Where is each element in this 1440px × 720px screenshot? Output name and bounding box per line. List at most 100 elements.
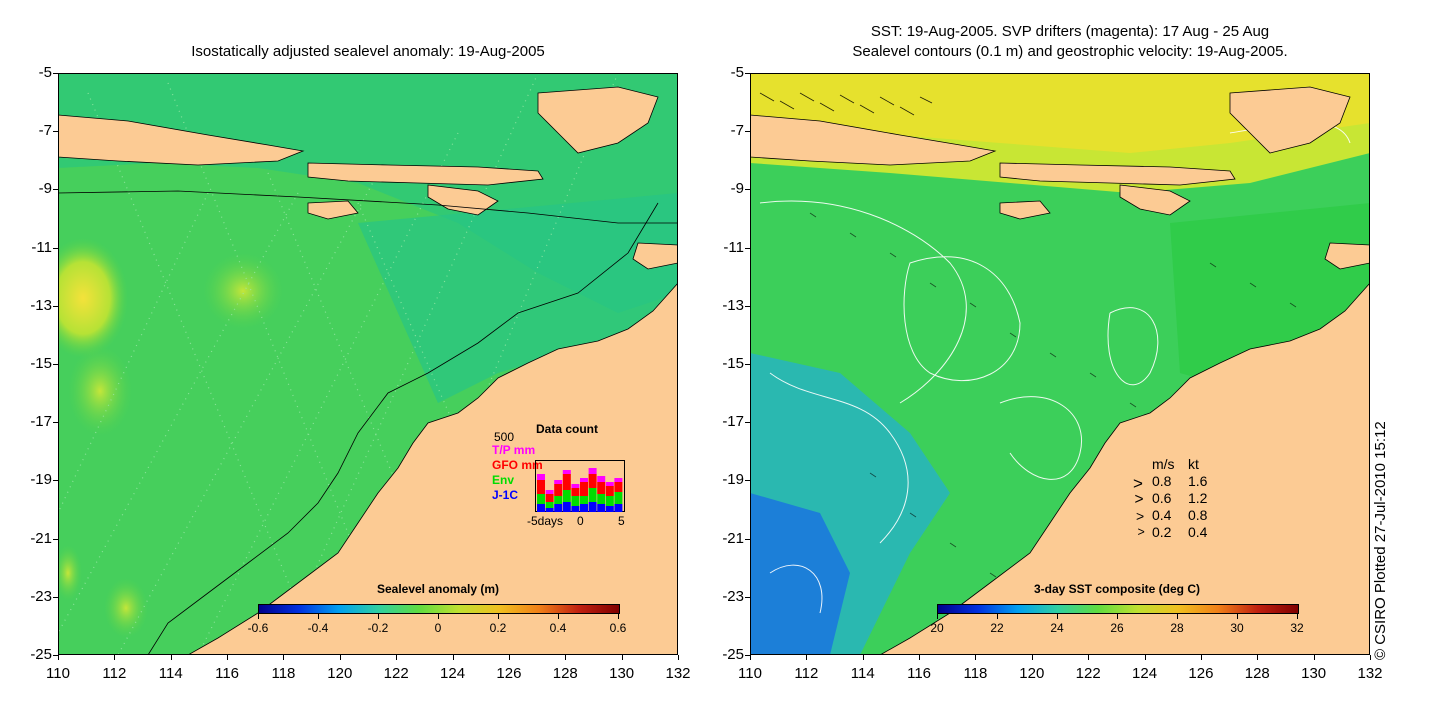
x-tick-label: 124 xyxy=(1132,665,1158,682)
x-tick-label: 128 xyxy=(1244,665,1270,682)
x-tick-mark xyxy=(565,655,567,660)
data-count-bar-segment xyxy=(614,482,623,492)
y-tick-mark xyxy=(53,247,58,249)
data-count-bar-segment xyxy=(580,478,588,482)
x-tick-label: 128 xyxy=(552,665,578,682)
y-tick-mark xyxy=(745,538,750,540)
y-tick-label: -15 xyxy=(722,355,744,372)
x-tick-label: 114 xyxy=(158,665,183,682)
x-tick-mark xyxy=(919,655,921,660)
x-tick-label: 112 xyxy=(794,665,819,682)
x-tick-mark xyxy=(1088,655,1090,660)
data-count-bar-segment xyxy=(588,502,597,512)
left-colorbar-tick-label: -0.6 xyxy=(247,621,269,635)
y-tick-mark xyxy=(745,364,750,365)
right-colorbar-tick-label: 24 xyxy=(1050,621,1064,635)
y-tick-label: -21 xyxy=(30,529,52,547)
y-tick-label: -11 xyxy=(723,238,744,256)
data-count-bar-segment xyxy=(580,504,588,512)
x-tick-mark xyxy=(170,655,172,660)
x-tick-mark xyxy=(806,655,808,660)
x-tick-label: 120 xyxy=(1019,665,1045,682)
x-tick-label: 116 xyxy=(215,665,240,682)
data-count-max-label: 500 xyxy=(494,430,515,444)
anomaly-high-west xyxy=(58,238,128,358)
sst-velocity-map xyxy=(750,73,1370,655)
data-count-title: Data count xyxy=(536,422,599,436)
data-count-series-label: Env xyxy=(492,473,515,487)
data-count-bar-segment xyxy=(537,494,545,504)
anomaly-high-central xyxy=(203,253,283,329)
x-tick-mark xyxy=(1313,655,1315,660)
x-tick-mark xyxy=(1031,655,1033,660)
left-colorbar-tick-label: 0.2 xyxy=(489,621,507,635)
x-tick-label: 126 xyxy=(496,665,522,682)
data-count-bar-segment xyxy=(597,504,606,512)
right-colorbar-tick-mark xyxy=(1297,614,1298,619)
x-tick-mark xyxy=(678,655,679,660)
land-masses xyxy=(58,86,678,655)
x-tick-mark xyxy=(508,655,510,660)
y-tick-label: -23 xyxy=(30,587,52,605)
velocity-legend-arrow: > xyxy=(1134,491,1144,508)
plot-credit: © CSIRO Plotted 27-Jul-2010 15:12 xyxy=(1372,421,1389,660)
data-count-x-tick: 5 xyxy=(618,514,625,528)
right-colorbar-tick-label: 28 xyxy=(1170,621,1184,635)
sealevel-anomaly-map xyxy=(58,73,678,655)
y-tick-label: -15 xyxy=(30,355,52,372)
data-count-bar-segment xyxy=(588,474,597,488)
x-tick-label: 122 xyxy=(1075,665,1101,682)
y-tick-label: -13 xyxy=(722,296,744,314)
right-colorbar-tick-label: 32 xyxy=(1290,621,1304,635)
left-colorbar-tick-mark xyxy=(318,614,319,619)
y-tick-label: -19 xyxy=(722,471,744,489)
left-panel-title: Isostatically adjusted sealevel anomaly:… xyxy=(191,43,545,60)
y-tick-label: -13 xyxy=(30,296,52,314)
data-count-series-label: T/P mm xyxy=(492,443,536,457)
y-tick-mark xyxy=(745,73,750,74)
velocity-legend-ms: 0.2 xyxy=(1152,524,1172,540)
velocity-legend-kt: 0.8 xyxy=(1188,507,1208,523)
left-colorbar-tick-label: -0.2 xyxy=(367,621,389,635)
x-tick-label: 130 xyxy=(609,665,635,682)
data-count-bar-segment xyxy=(562,470,571,474)
x-tick-label: 122 xyxy=(383,665,409,682)
y-tick-label: -17 xyxy=(722,413,744,431)
data-count-bar-segment xyxy=(554,484,563,496)
right-colorbar-tick-label: 20 xyxy=(930,621,944,635)
right-colorbar xyxy=(937,604,1299,614)
y-tick-mark xyxy=(53,189,58,191)
velocity-legend-kt: 1.6 xyxy=(1188,473,1208,489)
data-count-bar-segment xyxy=(571,488,580,496)
left-colorbar-tick-label: 0 xyxy=(434,621,442,635)
data-count-bar-segment xyxy=(554,480,563,484)
right-colorbar-tick-mark xyxy=(1237,614,1238,619)
data-count-bar-segment xyxy=(562,502,571,512)
y-tick-label: -7 xyxy=(730,122,744,140)
y-tick-label: -7 xyxy=(38,122,52,140)
data-count-bar-segment xyxy=(605,482,614,486)
right-colorbar-tick-mark xyxy=(1057,614,1058,619)
data-count-bar-segment xyxy=(562,490,571,502)
x-tick-label: 130 xyxy=(1301,665,1327,682)
data-count-bar-segment xyxy=(614,504,623,512)
left-colorbar-tick-mark xyxy=(618,614,619,619)
data-count-bar-segment xyxy=(571,496,580,506)
right-panel-title-line2: Sealevel contours (0.1 m) and geostrophi… xyxy=(852,43,1288,60)
data-count-bar-segment xyxy=(571,484,580,488)
x-tick-mark xyxy=(283,655,285,660)
data-count-bar-segment xyxy=(597,476,606,482)
right-colorbar-tick-mark xyxy=(1117,614,1118,619)
y-tick-mark xyxy=(745,305,750,307)
data-count-series-label: J-1C xyxy=(492,488,519,502)
left-colorbar-tick-mark xyxy=(498,614,499,619)
y-tick-label: -25 xyxy=(30,646,52,663)
y-tick-label: -11 xyxy=(31,238,52,256)
data-count-bar-segment xyxy=(588,488,597,502)
x-tick-mark xyxy=(621,655,623,660)
velocity-legend-kt: 0.4 xyxy=(1188,524,1208,540)
left-colorbar-tick-label: -0.4 xyxy=(307,621,329,635)
velocity-legend-kt: 1.2 xyxy=(1188,490,1208,506)
velocity-legend-arrow: > xyxy=(1137,525,1145,539)
x-tick-mark xyxy=(1257,655,1259,660)
